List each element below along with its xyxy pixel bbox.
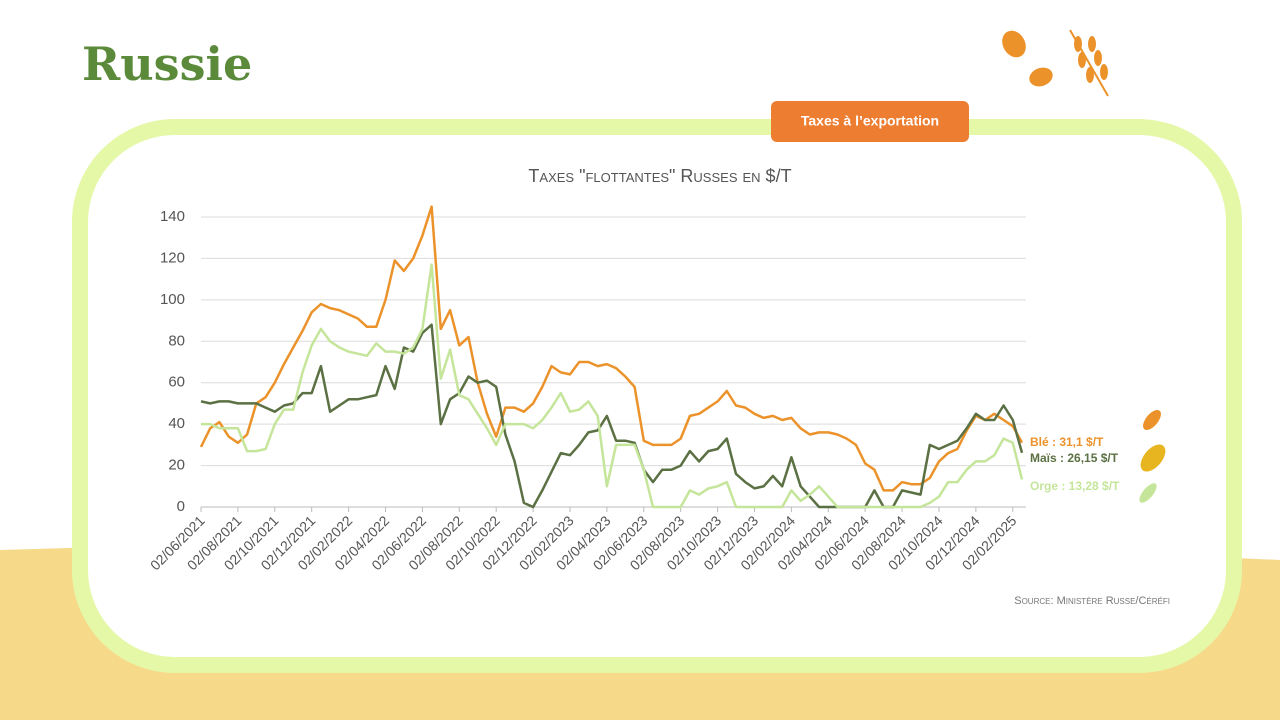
y-tick-label: 40: [168, 415, 185, 432]
y-tick-label: 20: [168, 457, 185, 474]
y-tick-label: 140: [160, 208, 185, 225]
chart-title: Taxes "flottantes" Russes en $/T: [528, 166, 791, 186]
y-tick-label: 80: [168, 332, 185, 349]
crop-icons: [1139, 410, 1166, 503]
y-tick-label: 120: [160, 249, 185, 266]
series-line: [199, 205, 1024, 492]
slide-title: Russie: [82, 37, 252, 91]
series-end-label: Blé : 31,1 $/T: [1030, 435, 1104, 449]
tab-label: Taxes à l’exportation: [801, 113, 939, 129]
y-tick-label: 100: [160, 291, 185, 308]
tab: [771, 101, 969, 142]
y-tick-label: 0: [177, 498, 185, 515]
y-tick-label: 60: [168, 374, 185, 391]
frame: [72, 119, 1242, 673]
chart-source: Source: Ministère Russe/Céréfi: [1014, 595, 1170, 607]
series-end-label: Orge : 13,28 $/T: [1030, 479, 1120, 493]
series-line: [201, 263, 1024, 509]
wheat-icon: [1002, 29, 1109, 97]
series-end-label: Maïs : 26,15 $/T: [1030, 451, 1119, 465]
